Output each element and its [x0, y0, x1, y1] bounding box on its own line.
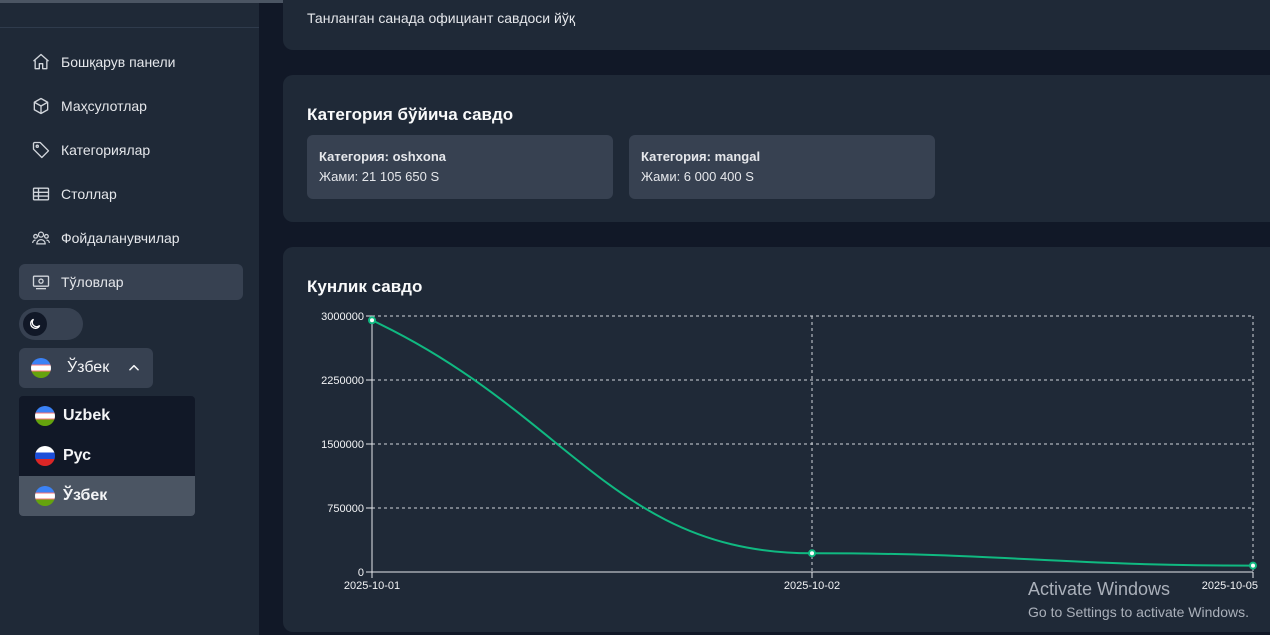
language-option-russian[interactable]: Рус	[19, 436, 195, 476]
category-name: Категория: oshxona	[319, 149, 447, 164]
uzbekistan-flag-icon	[31, 358, 51, 378]
waiter-sales-card: Танланган санада официант савдоси йўқ	[283, 0, 1270, 50]
no-waiter-sales-message: Танланган санада официант савдоси йўқ	[307, 10, 575, 26]
x-tick-label: 2025-10-05	[1202, 580, 1258, 592]
uzbekistan-flag-icon	[35, 406, 55, 426]
y-tick-label: 1500000	[321, 439, 364, 451]
y-tick-label: 2250000	[321, 375, 364, 387]
sidebar-divider	[0, 27, 259, 28]
y-tick-label: 3000000	[321, 311, 364, 323]
chevron-up-icon	[129, 364, 139, 371]
category-name: Категория: mangal	[641, 149, 761, 164]
data-point	[368, 316, 376, 325]
watermark-line-2: Go to Settings to activate Windows.	[1028, 604, 1249, 620]
sidebar-item-label: Категориялар	[61, 142, 151, 158]
sidebar: Бошқарув панели Маҳсулотлар Категориялар…	[0, 3, 259, 635]
cube-icon	[33, 97, 49, 115]
language-dropdown: Uzbek Рус Ўзбек	[19, 396, 195, 516]
uzbekistan-flag-icon	[35, 486, 55, 506]
moon-icon	[30, 318, 41, 329]
language-option-label: Рус	[63, 447, 92, 464]
users-icon	[32, 231, 50, 245]
category-sales-card: Категория бўйича савдо Категория: oshxon…	[283, 75, 1270, 222]
sidebar-item-products[interactable]: Маҳсулотлар	[19, 88, 243, 124]
language-option-uzbek[interactable]: Uzbek	[19, 396, 195, 436]
language-option-label: Uzbek	[63, 407, 111, 424]
category-total: Жами: 21 105 650 S	[319, 169, 440, 184]
sidebar-item-users[interactable]: Фойдаланувчилар	[19, 220, 243, 256]
category-box-mangal: Категория: mangal Жами: 6 000 400 S	[629, 135, 935, 199]
language-option-uzbek-cyrillic[interactable]: Ўзбек	[19, 476, 195, 516]
windows-activation-watermark: Activate Windows Go to Settings to activ…	[1028, 579, 1249, 620]
data-point	[808, 549, 816, 558]
x-tick-label: 2025-10-02	[784, 580, 840, 592]
y-tick-label: 0	[358, 567, 364, 579]
sidebar-item-tables[interactable]: Столлар	[19, 176, 243, 212]
sidebar-item-label: Тўловлар	[61, 274, 124, 290]
sidebar-item-label: Маҳсулотлар	[61, 98, 147, 114]
home-icon	[33, 53, 49, 70]
sidebar-item-categories[interactable]: Категориялар	[19, 132, 243, 168]
category-total: Жами: 6 000 400 S	[641, 169, 754, 184]
category-box-oshxona: Категория: oshxona Жами: 21 105 650 S	[307, 135, 613, 199]
data-point	[1249, 561, 1257, 570]
language-select[interactable]: Ўзбек	[19, 348, 153, 388]
theme-toggle-knob	[23, 312, 47, 336]
tag-icon	[32, 141, 50, 159]
daily-sales-title: Кунлик савдо	[307, 277, 423, 296]
daily-sales-chart: 0 750000 1500000 2250000 3000000 2025-10-01 20…	[321, 311, 1258, 592]
sidebar-item-label: Столлар	[61, 186, 117, 202]
language-option-label: Ўзбек	[63, 487, 108, 504]
sidebar-item-label: Бошқарув панели	[61, 54, 176, 70]
y-tick-label: 750000	[327, 503, 364, 515]
watermark-line-1: Activate Windows	[1028, 579, 1171, 599]
table-icon	[32, 187, 50, 201]
sidebar-item-label: Фойдаланувчилар	[61, 230, 180, 246]
russia-flag-icon	[35, 446, 55, 466]
sidebar-item-dashboard[interactable]: Бошқарув панели	[19, 44, 243, 80]
x-tick-label: 2025-10-01	[344, 580, 400, 592]
language-current: Ўзбек	[67, 359, 110, 376]
category-sales-title: Категория бўйича савдо	[307, 105, 514, 124]
payment-icon	[32, 275, 50, 290]
theme-toggle[interactable]	[19, 308, 83, 340]
sidebar-item-payments[interactable]: Тўловлар	[19, 264, 243, 300]
daily-sales-card: Кунлик савдо	[283, 247, 1270, 632]
